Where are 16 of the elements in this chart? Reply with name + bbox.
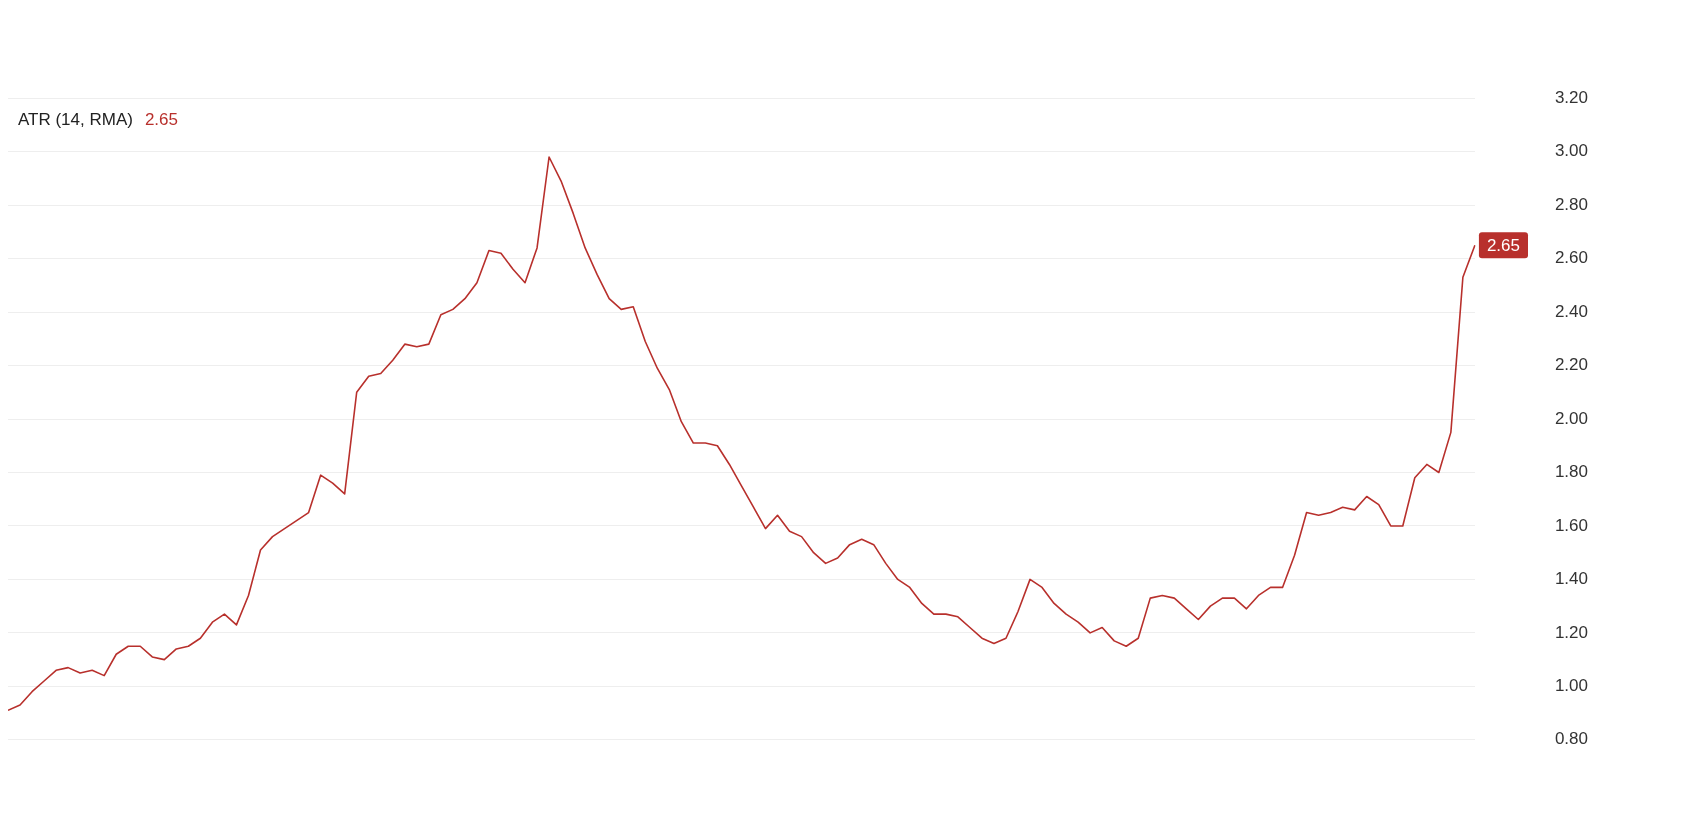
y-tick-label: 1.60 [1554, 515, 1589, 535]
y-tick-label: 3.20 [1554, 87, 1589, 107]
y-tick-label: 2.40 [1554, 301, 1589, 321]
y-tick-label: 1.80 [1554, 462, 1589, 482]
annotation: 2.65 [144, 109, 179, 129]
y-tick-label: 2.00 [1554, 408, 1589, 428]
y-tick-label: 0.80 [1554, 729, 1589, 749]
y-tick-label: 1.20 [1554, 622, 1589, 642]
data-label: 2.65 [1486, 235, 1521, 255]
y-tick-label: 3.00 [1554, 141, 1589, 161]
y-tick-label: 2.80 [1554, 194, 1589, 214]
y-tick-label: 2.60 [1554, 248, 1589, 268]
text: ATR (14, RMA) [18, 109, 133, 129]
y-tick-label: 2.20 [1554, 355, 1589, 375]
y-tick-label: 1.00 [1554, 676, 1589, 696]
y-tick-label: 1.40 [1554, 569, 1589, 589]
